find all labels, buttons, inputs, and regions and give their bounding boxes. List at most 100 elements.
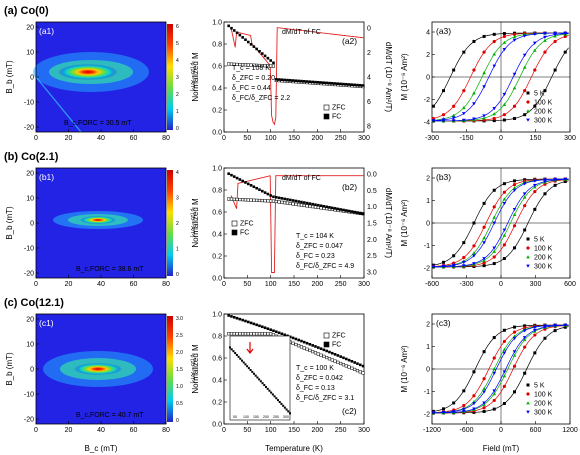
x-tick-label: 150 — [530, 135, 542, 142]
y-tick-label: 10 — [26, 342, 34, 349]
inset-point — [265, 385, 267, 388]
forc-label: (a1) — [39, 26, 54, 36]
colorbar-label: ρ (10⁻⁴ A/T²) — [189, 63, 195, 92]
x-tick-label: -1200 — [423, 427, 441, 434]
colorbar-tick-label: 1 — [176, 247, 179, 253]
zfc-point — [271, 199, 276, 203]
colorbar-tick-label: 3 — [176, 75, 179, 81]
fc-point — [325, 205, 328, 209]
y-tick-label: 10 — [26, 50, 34, 57]
hyst-panel-label: (b3) — [436, 172, 451, 182]
zfc-point — [235, 197, 239, 201]
inset-point — [270, 391, 273, 394]
fc-point — [274, 78, 278, 81]
fc-point — [272, 195, 275, 199]
legend-marker — [323, 113, 330, 120]
x-tick-label: 0 — [499, 135, 503, 142]
fc-point — [314, 80, 317, 84]
fc-point — [330, 351, 334, 355]
colorbar-tick-label: 6 — [176, 24, 179, 30]
row-title-b: (b) Co(2.1) — [4, 151, 59, 163]
right-tick-label: 0.5 — [367, 188, 377, 195]
delta-param: δ_FC = 0.23 — [296, 253, 335, 260]
forc-panel-c: (c1) B_c,FORC = 40.7 mT — [36, 314, 173, 424]
legend-marker — [323, 104, 330, 111]
fc-point — [294, 199, 298, 203]
fc-point — [344, 357, 348, 361]
fc-point — [322, 81, 326, 84]
forc-peak — [74, 363, 122, 375]
hyst-point — [526, 392, 530, 396]
y-tick-label: 1.0 — [212, 166, 222, 173]
inset-point — [247, 367, 250, 370]
fc-point — [339, 82, 342, 86]
fc-point — [297, 79, 300, 83]
legend-label: FC — [240, 230, 249, 237]
fc-point — [235, 31, 239, 35]
legend-label: ZFC — [332, 105, 346, 112]
hyst-panel-label: (c3) — [436, 318, 451, 328]
inset-point — [253, 372, 255, 375]
fc-point — [252, 185, 256, 189]
colorbar-tick-label: 0.5 — [176, 401, 183, 407]
zfc-point — [311, 350, 315, 354]
zfc-point — [358, 370, 362, 374]
forc-y-axis-label: B_b (mT) — [5, 60, 14, 94]
zfc-point — [238, 197, 242, 202]
fc-point — [300, 339, 303, 343]
zfc-point — [308, 348, 312, 352]
y-tick-label: 0.4 — [212, 86, 222, 93]
inset-point — [287, 410, 290, 413]
fc-point — [333, 207, 337, 210]
zfc-point — [255, 198, 259, 202]
x-tick-label: 20 — [65, 135, 73, 142]
forc-peak — [80, 216, 116, 224]
fc-point — [358, 83, 362, 87]
fc-point — [263, 191, 267, 194]
forc-colorbar — [167, 170, 173, 276]
inset-point — [289, 412, 291, 415]
x-tick-label: 20 — [65, 281, 73, 288]
y-tick-label: 0.6 — [212, 210, 222, 217]
x-tick-label: 250 — [335, 281, 347, 288]
fc-point — [277, 331, 281, 335]
zfc-point — [319, 353, 323, 357]
fc-point — [325, 81, 328, 85]
mt-panel: dM/dT of FC 0.0 0.5 1.0 1.5 2.0 2.5 3.0 dM/dT (1… — [191, 166, 393, 289]
zfc-point — [336, 360, 340, 364]
dmdt-label: dM/dT of FC — [282, 29, 321, 36]
fc-point — [252, 322, 256, 326]
x-tick-label: 200 — [311, 427, 323, 434]
zfc-point — [313, 205, 318, 209]
fc-point — [266, 327, 270, 331]
colorbar-tick-label: 3 — [176, 196, 179, 202]
hyst-point — [431, 119, 436, 123]
x-tick-label: 100 — [265, 281, 277, 288]
y-tick-label: 0.6 — [212, 356, 222, 363]
fc-point — [255, 186, 258, 190]
right-tick-label: 2 — [367, 50, 371, 57]
hysteresis-panel: -300 -150 0 150 300 4 2 0 -2 -4 M (10⁻⁶ Am²) (a3) 5 … — [400, 21, 576, 142]
forc-panel-a: (a1) B_c,FORC = 30.5 mT — [33, 22, 173, 133]
right-tick-label: 1.0 — [367, 204, 377, 211]
zfc-point — [339, 361, 343, 366]
x-tick-label: 50 — [243, 281, 251, 288]
fc-point — [316, 346, 320, 349]
y-tick-label: 0.8 — [212, 42, 222, 49]
fc-point — [353, 83, 356, 87]
y-tick-label: 0.0 — [212, 422, 222, 429]
tc-label: T_c = 100 K — [296, 365, 334, 372]
hysteresis-branch — [433, 33, 569, 122]
x-tick-label: 80 — [162, 135, 170, 142]
y-tick-label: 0.8 — [212, 188, 222, 195]
zfc-point — [249, 332, 253, 336]
y-tick-label: 0.2 — [212, 108, 222, 115]
fc-point — [361, 84, 365, 87]
x-tick-label: 300 — [358, 427, 370, 434]
hyst-point — [526, 401, 530, 405]
fc-point — [252, 45, 256, 48]
y-tick-label: 0.0 — [212, 130, 222, 137]
x-tick-label: 60 — [130, 135, 138, 142]
legend-label: FC — [332, 114, 341, 121]
mt-panel-label: (a2) — [342, 36, 357, 46]
